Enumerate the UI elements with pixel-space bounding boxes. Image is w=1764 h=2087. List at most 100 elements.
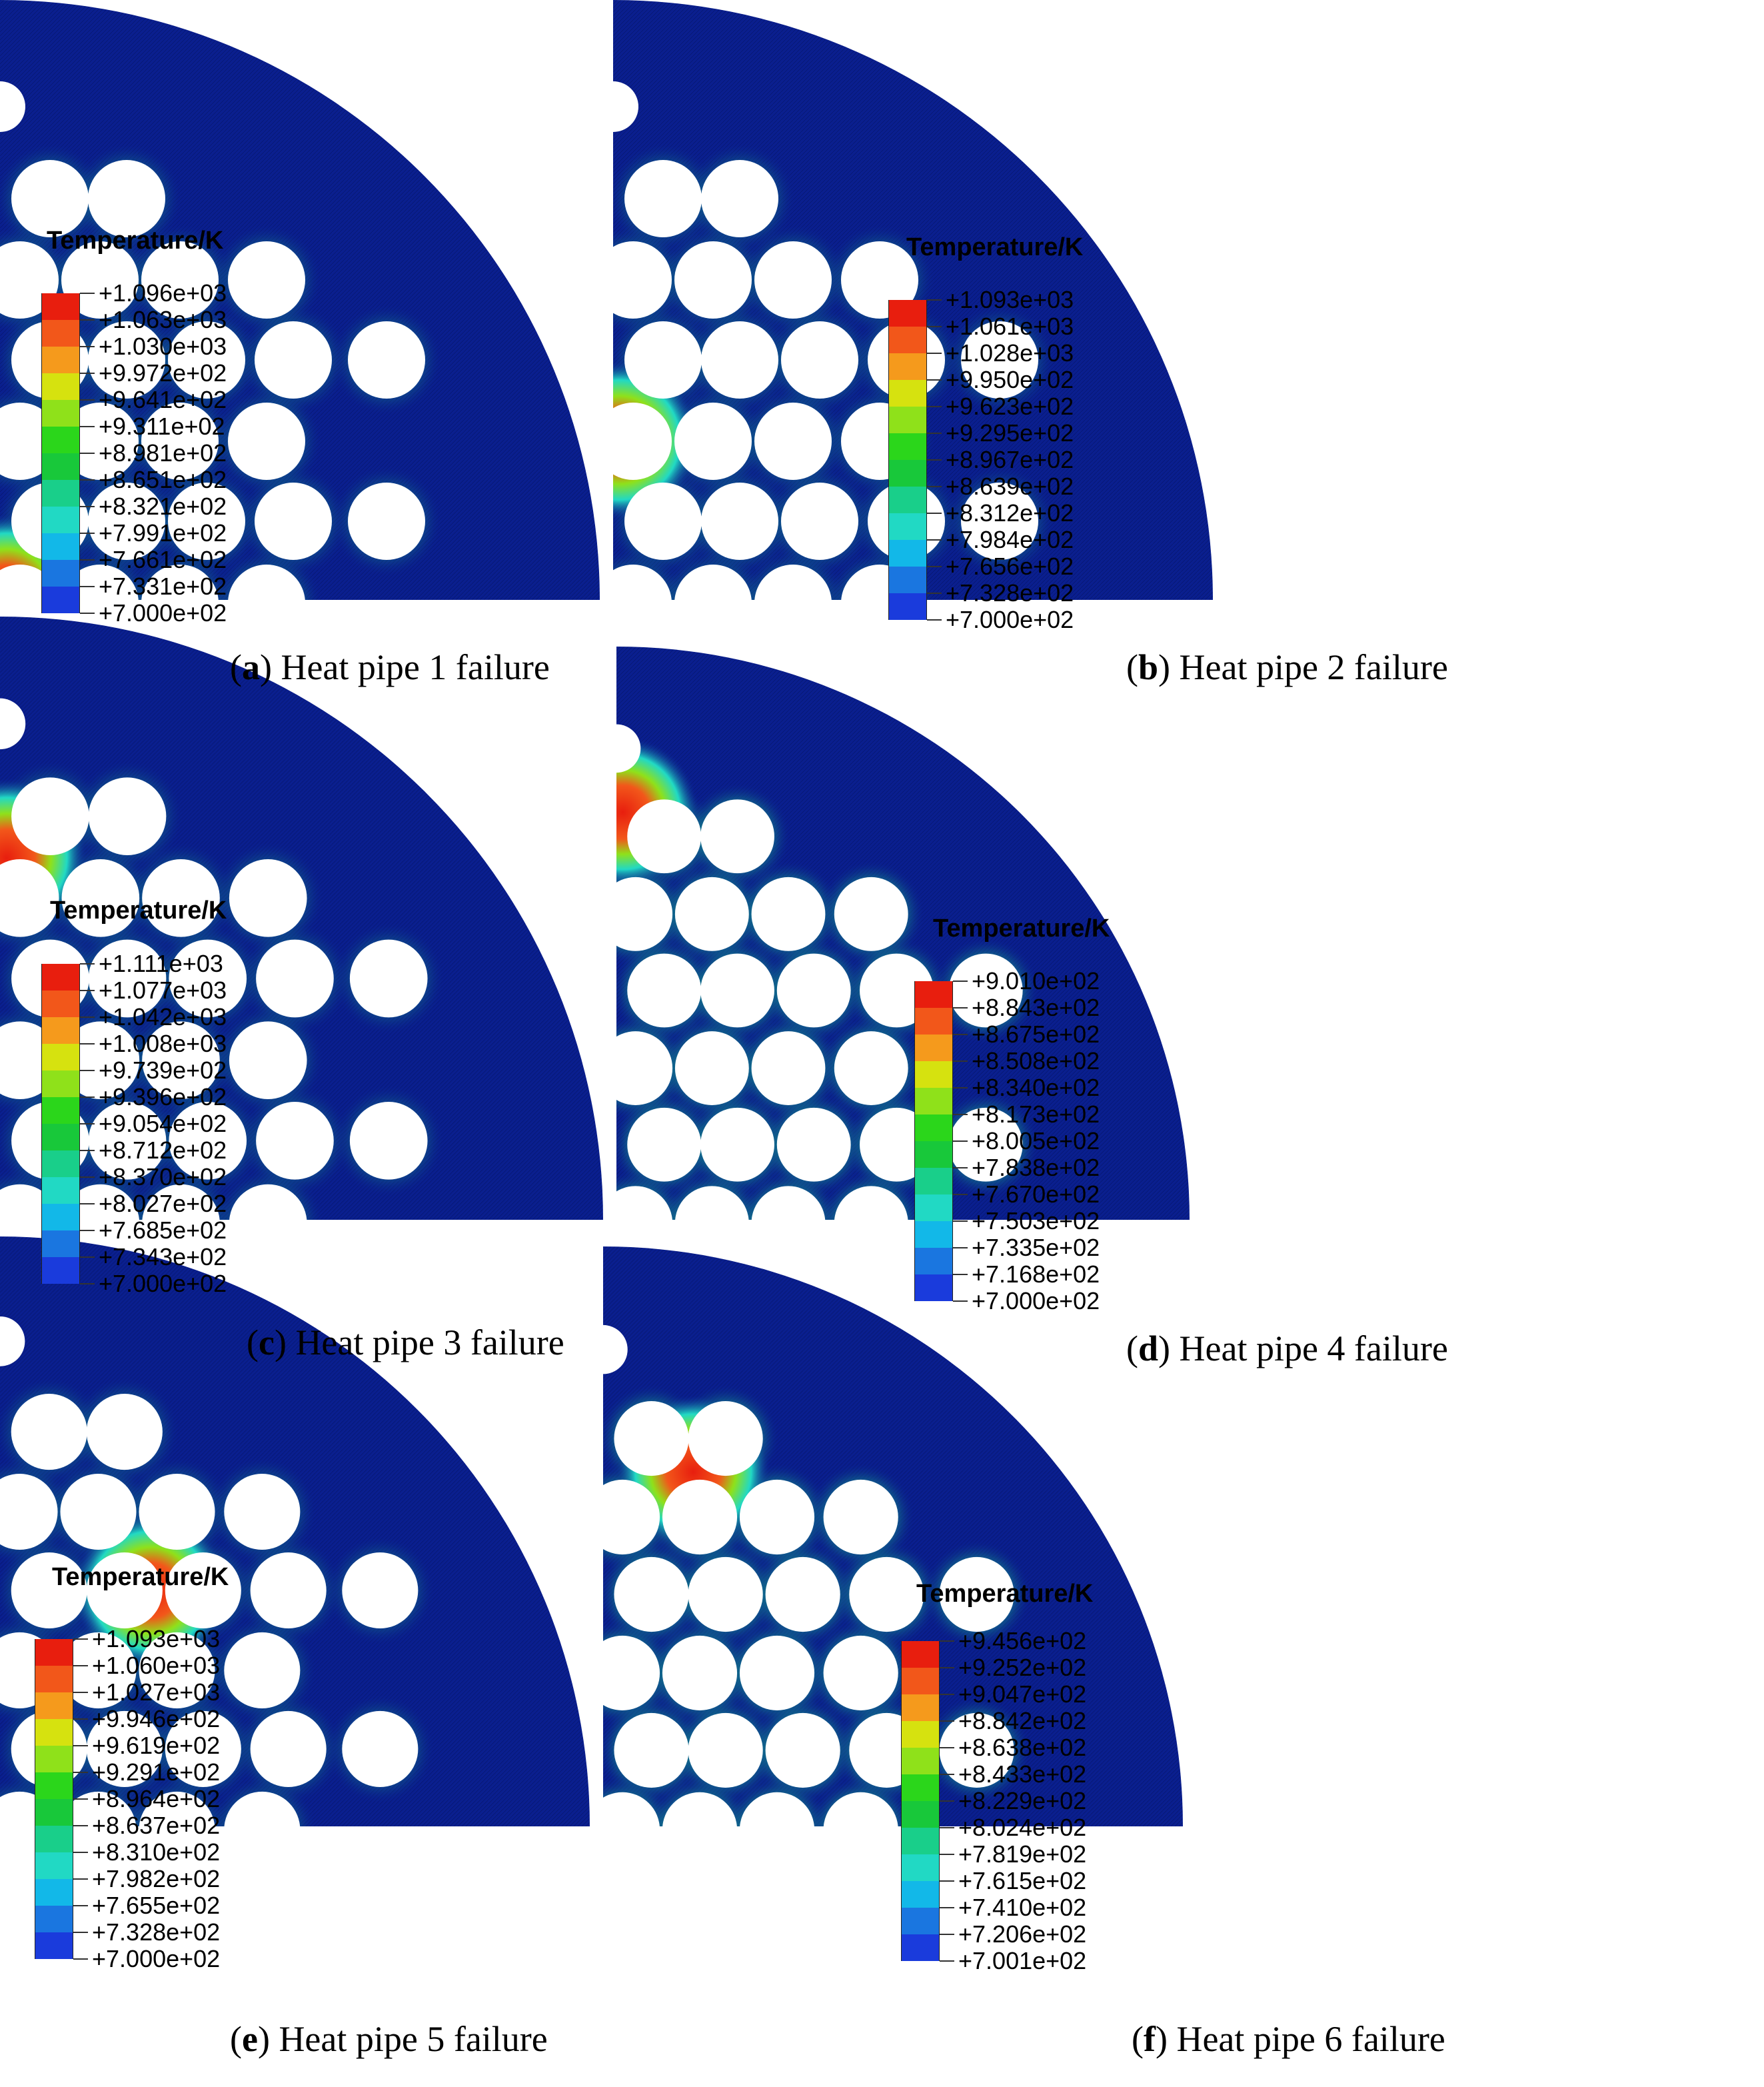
legend-value: +9.291e+02	[92, 1758, 221, 1786]
heat-pipe-hole	[0, 1316, 25, 1366]
heat-pipe-hole	[662, 1479, 738, 1555]
legend-swatch	[41, 964, 80, 991]
legend-value: +1.077e+03	[99, 977, 227, 1004]
legend-swatch	[914, 1141, 953, 1168]
heat-pipe-hole	[168, 483, 245, 560]
heat-pipe-hole	[700, 953, 774, 1028]
legend-value: +9.047e+02	[958, 1680, 1087, 1708]
heat-pipe-hole	[834, 1031, 908, 1105]
heat-pipe-hole	[616, 1031, 673, 1105]
legend-value: +7.503e+02	[972, 1207, 1100, 1234]
legend-swatch	[35, 1852, 73, 1879]
heat-pipe-hole	[674, 241, 752, 319]
legend-value: +7.984e+02	[946, 526, 1074, 553]
legend-swatch	[35, 1932, 73, 1959]
heat-pipe-hole	[61, 859, 140, 937]
legend-tick	[940, 1880, 954, 1882]
legend-tick	[73, 1718, 88, 1720]
heat-pipe-hole	[60, 1791, 137, 1826]
heat-pipe-hole	[168, 321, 245, 399]
legend-tick	[73, 1932, 88, 1933]
legend-tick	[73, 1692, 88, 1693]
legend-tick	[80, 990, 95, 991]
heat-pipe-hole	[701, 483, 778, 560]
heat-pipe-hole	[11, 1394, 87, 1470]
heat-pipe-hole	[61, 241, 139, 319]
legend-swatch	[888, 487, 927, 513]
legend-tick	[953, 1167, 968, 1168]
legend-swatch	[901, 1908, 940, 1934]
legend-swatch	[41, 560, 80, 587]
legend-value: +8.229e+02	[958, 1787, 1087, 1814]
heat-pipe-hole	[662, 1792, 738, 1826]
legend-value: +7.000e+02	[946, 606, 1074, 633]
legend-swatch	[35, 1772, 73, 1799]
heat-pipe-hole	[776, 1107, 851, 1182]
legend-value: +8.981e+02	[99, 439, 227, 467]
legend-tick	[953, 1247, 968, 1248]
legend-swatch	[914, 981, 953, 1008]
legend-tick	[953, 1060, 968, 1062]
legend-value: +8.005e+02	[972, 1127, 1100, 1154]
heat-pipe-hole	[700, 1107, 774, 1182]
legend-swatch	[41, 991, 80, 1017]
legend-tick	[940, 1694, 954, 1695]
legend-value: +7.685e+02	[99, 1216, 227, 1244]
heat-pipe-hole	[627, 799, 702, 874]
legend-tick	[953, 1034, 968, 1035]
legend-tick	[80, 373, 95, 374]
legend-tick	[953, 1007, 968, 1009]
heat-pipe-hole	[61, 1021, 140, 1099]
legend-swatch	[41, 1044, 80, 1070]
legend-tick	[927, 379, 942, 381]
legend-swatch	[914, 1221, 953, 1248]
heat-pipe-hole	[139, 1791, 215, 1826]
legend-value: +1.060e+03	[92, 1652, 221, 1679]
legend-value: +8.508e+02	[972, 1047, 1100, 1074]
heat-pipe-hole	[823, 1792, 898, 1826]
heat-pipe-hole	[627, 953, 702, 1028]
legend-tick	[80, 1096, 95, 1098]
panel-caption: (b) Heat pipe 2 failure	[1126, 647, 1448, 687]
legend-swatch	[41, 293, 80, 320]
legend-swatch	[914, 1248, 953, 1274]
legend-swatch	[41, 533, 80, 560]
heat-pipe-hole	[86, 1394, 163, 1470]
heat-pipe-hole	[88, 939, 167, 1018]
heat-pipe-hole	[961, 321, 1038, 399]
caption-text: Heat pipe 3 failure	[295, 1322, 564, 1362]
legend-tick	[80, 1283, 95, 1284]
legend-value: +8.639e+02	[946, 473, 1074, 500]
heat-pipe-hole	[228, 241, 305, 319]
legend-value: +9.311e+02	[99, 413, 225, 440]
legend-tick	[80, 1203, 95, 1204]
heat-pipe-hole	[229, 859, 307, 937]
legend-tick	[80, 1150, 95, 1151]
heat-pipe-hole	[348, 483, 425, 560]
temperature-contour-plot	[0, 0, 600, 600]
legend-title: Temperature/K	[933, 915, 1110, 943]
legend-swatch	[888, 353, 927, 380]
legend-swatch	[41, 373, 80, 400]
legend-tick	[80, 1230, 95, 1231]
legend-value: +7.615e+02	[958, 1867, 1087, 1894]
heat-pipe-hole	[256, 1102, 334, 1180]
legend-tick	[940, 1934, 954, 1935]
temperature-contour-plot	[603, 1246, 1183, 1826]
heat-pipe-hole	[228, 565, 305, 600]
legend-swatch	[35, 1719, 73, 1746]
heat-pipe-hole	[739, 1792, 815, 1826]
legend-swatch	[41, 507, 80, 533]
heat-pipe-hole	[224, 1473, 301, 1550]
legend-swatch	[41, 1257, 80, 1284]
legend-tick	[940, 1667, 954, 1668]
heat-pipe-hole	[0, 698, 26, 750]
heat-pipe-hole	[11, 777, 89, 855]
caption-text: Heat pipe 6 failure	[1176, 2019, 1445, 2059]
heat-pipe-hole	[250, 1710, 327, 1787]
caption-letter: d	[1138, 1328, 1159, 1368]
legend-title: Temperature/K	[50, 897, 227, 925]
legend-value: +1.027e+03	[92, 1678, 221, 1706]
heat-pipe-hole	[349, 939, 428, 1018]
legend-title: Temperature/K	[906, 233, 1084, 261]
